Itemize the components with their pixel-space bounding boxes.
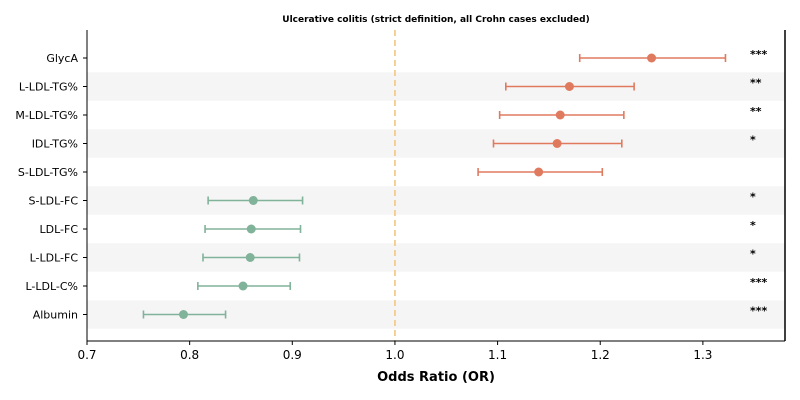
row-label: S-LDL-TG% [18, 166, 78, 179]
x-tick-label: 1.3 [693, 348, 712, 362]
or-point [647, 53, 657, 63]
x-tick-label: 1.2 [591, 348, 610, 362]
x-axis-label: Odds Ratio (OR) [377, 370, 495, 385]
row-label: L-LDL-C% [25, 280, 78, 293]
significance-label: *** [750, 48, 768, 61]
row-band [87, 243, 785, 272]
or-point [246, 224, 256, 234]
significance-label: ** [750, 105, 762, 118]
row-label: LDL-FC [39, 223, 78, 236]
row-label: L-LDL-TG% [19, 81, 78, 94]
or-point [245, 253, 255, 262]
axes: 0.7 0.8 0.9 1.0 1.1 1.2 1.3 [77, 30, 786, 362]
row-band [87, 186, 785, 215]
chart-title: Ulcerative colitis (strict definition, a… [282, 15, 589, 25]
significance-label: * [750, 191, 756, 204]
significance-label: ** [750, 77, 762, 90]
or-point [238, 281, 248, 291]
row-label: GlycA [46, 52, 78, 65]
significance-label: * [750, 219, 756, 232]
x-tick-label: 0.7 [77, 348, 96, 362]
row-bands [87, 72, 785, 329]
x-tick-label: 1.0 [385, 348, 404, 362]
data-rows: GlycA ***L-LDL-TG% **M-LDL-TG% **IDL-TG% *S-… [15, 48, 767, 322]
significance-label: * [750, 134, 756, 147]
row-band [87, 72, 785, 101]
significance-label: *** [750, 305, 768, 318]
or-point [555, 110, 565, 120]
row-band [87, 129, 785, 158]
x-tick-label: 1.1 [488, 348, 507, 362]
x-tick-label: 0.9 [283, 348, 302, 362]
x-tick-label: 0.8 [180, 348, 199, 362]
or-point [248, 196, 258, 205]
or-point [534, 167, 544, 177]
row-label: M-LDL-TG% [15, 109, 78, 122]
row-label: IDL-TG% [32, 138, 78, 151]
row-label: L-LDL-FC [30, 252, 79, 265]
or-point [552, 139, 562, 148]
significance-label: *** [750, 276, 768, 289]
row-label: S-LDL-FC [29, 195, 79, 208]
or-point [178, 310, 188, 319]
significance-label: * [750, 248, 756, 261]
row-label: Albumin [33, 309, 78, 322]
or-point [564, 82, 574, 91]
